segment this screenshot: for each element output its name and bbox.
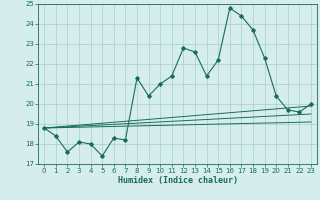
X-axis label: Humidex (Indice chaleur): Humidex (Indice chaleur)	[118, 176, 238, 185]
